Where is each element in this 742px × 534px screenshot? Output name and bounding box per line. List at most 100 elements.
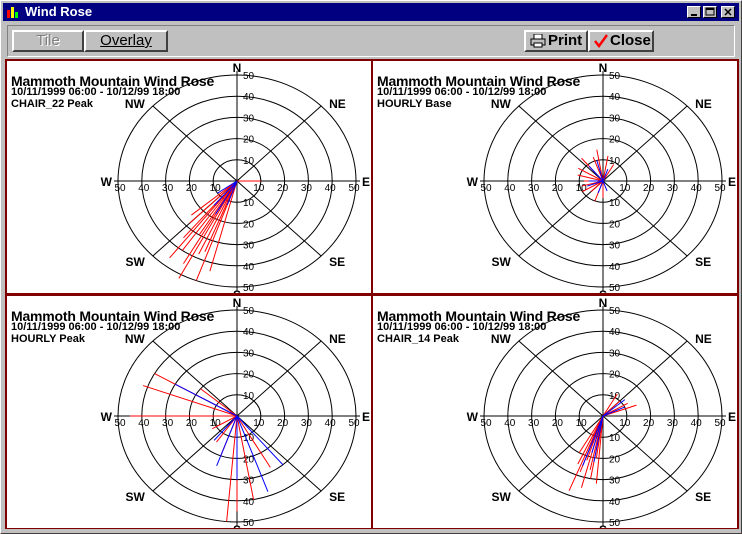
wind-ray-red [169, 180, 238, 259]
ring-label: 10 [243, 391, 255, 402]
print-button[interactable]: Print [524, 30, 588, 52]
panel-subtitle: HOURLY Peak [11, 333, 85, 345]
ring-label: 10 [210, 418, 222, 429]
ring-label: 10 [243, 198, 255, 209]
ring-label: 10 [243, 156, 255, 167]
wind-ray-blue [596, 160, 604, 182]
wind-ray-blue [588, 166, 604, 182]
print-label: Print [548, 32, 583, 49]
wind-ray-red [602, 164, 615, 182]
ring-label: 10 [576, 183, 588, 194]
direction-e: E [728, 410, 736, 424]
ring-label: 30 [301, 183, 313, 194]
wind-rose-grid: 10 10 10 10 20 20 20 20 30 30 30 30 40 40 40 40 50 50 50 50… [5, 59, 739, 529]
ring-label: 40 [609, 327, 621, 338]
tile-button[interactable]: Tile [12, 30, 84, 52]
wind-ray-blue [174, 383, 238, 417]
ring-label: 30 [528, 418, 540, 429]
wind-ray-blue [591, 415, 604, 454]
direction-se: SE [329, 255, 345, 269]
ring-label: 50 [348, 183, 360, 194]
ring-label: 10 [210, 183, 222, 194]
ring-label: 10 [609, 198, 621, 209]
ring-label: 30 [609, 348, 621, 359]
panel-subtitle: CHAIR_14 Peak [377, 333, 459, 345]
ring-label: 30 [162, 418, 174, 429]
wind-ray-blue [213, 180, 238, 206]
wind-ray-red [577, 415, 604, 465]
wind-rose-chart: 10 10 10 10 20 20 20 20 30 30 30 30 40 40 40 40 50 50 50 50… [467, 296, 736, 528]
direction-se: SE [329, 490, 345, 504]
title-bar[interactable]: Wind Rose [3, 3, 739, 21]
ring-label: 30 [609, 476, 621, 487]
direction-n: N [233, 61, 242, 75]
ring-label: 10 [609, 156, 621, 167]
checkmark-icon [594, 34, 608, 48]
direction-ne: NE [695, 97, 712, 111]
panel-chair14-peak[interactable]: 10 10 10 10 20 20 20 20 30 30 30 30 40 40 40 40 50 50 50 50… [373, 296, 737, 528]
ring-label: 10 [576, 418, 588, 429]
ring-label: 10 [619, 418, 631, 429]
direction-se: SE [695, 490, 711, 504]
ring-label: 50 [609, 518, 621, 528]
wind-ray-red [596, 149, 604, 182]
wind-rose-chart: 10 10 10 10 20 20 20 20 30 30 30 30 40 40 40 40 50 50 50 50… [101, 296, 370, 528]
ring-label: 20 [186, 418, 198, 429]
direction-e: E [362, 175, 370, 189]
ring-label: 50 [348, 418, 360, 429]
ring-label: 20 [609, 370, 621, 381]
wind-ray-blue [216, 415, 238, 466]
overlay-button[interactable]: Overlay [84, 30, 168, 52]
panel-subtitle: HOURLY Base [377, 98, 452, 110]
panel-chair22-peak[interactable]: 10 10 10 10 20 20 20 20 30 30 30 30 40 40 40 40 50 50 50 50… [7, 61, 371, 293]
ring-label: 50 [609, 306, 621, 317]
panel-hourly-peak[interactable]: 10 10 10 10 20 20 20 20 30 30 30 30 40 40 40 40 50 50 50 50… [7, 296, 371, 528]
ring-label: 20 [243, 219, 255, 230]
panel-title: Mammoth Mountain Wind Rose [377, 308, 581, 324]
wind-ray-blue [236, 415, 269, 492]
close-window-button[interactable] [721, 6, 735, 18]
direction-s: S [599, 288, 607, 293]
direction-se: SE [695, 255, 711, 269]
maximize-icon [705, 7, 715, 16]
ring-label: 20 [186, 183, 198, 194]
wind-ray-red [578, 415, 604, 453]
ring-label: 10 [619, 183, 631, 194]
ring-label: 40 [325, 183, 337, 194]
panel-hourly-base[interactable]: 10 10 10 10 20 20 20 20 30 30 30 30 40 40 40 40 50 50 50 50… [373, 61, 737, 293]
wind-ray-red [582, 180, 604, 193]
ring-label: 50 [243, 283, 255, 293]
ring-label: 20 [609, 219, 621, 230]
wind-ray-blue [602, 406, 625, 417]
ring-label: 40 [243, 327, 255, 338]
wind-ray-red [209, 180, 238, 272]
ring-label: 30 [243, 348, 255, 359]
wind-ray-blue [236, 415, 284, 466]
close-button[interactable]: Close [588, 30, 654, 52]
maximize-button[interactable] [703, 6, 717, 18]
ring-label: 40 [691, 418, 703, 429]
wind-ray-red [590, 180, 604, 192]
ring-label: 50 [114, 183, 126, 194]
ring-label: 40 [243, 92, 255, 103]
panel-date-range: 10/11/1999 06:00 - 10/12/99 18:00 [377, 321, 547, 333]
ring-label: 30 [667, 183, 679, 194]
direction-n: N [599, 296, 608, 310]
ring-label: 40 [138, 183, 150, 194]
wind-ray-blue [226, 180, 238, 206]
wind-ray-red [568, 415, 604, 491]
panel-date-range: 10/11/1999 06:00 - 10/12/99 18:00 [11, 86, 181, 98]
ring-label: 40 [609, 92, 621, 103]
panel-title: Mammoth Mountain Wind Rose [11, 308, 215, 324]
wind-ray-red [595, 415, 604, 484]
ring-label: 10 [253, 418, 265, 429]
wind-ray-blue [587, 180, 604, 187]
minimize-button[interactable] [687, 6, 701, 18]
direction-s: S [599, 523, 607, 528]
ring-label: 10 [609, 391, 621, 402]
direction-sw: SW [126, 490, 146, 504]
ring-label: 50 [609, 283, 621, 293]
wind-ray-red [602, 155, 609, 182]
ring-label: 20 [609, 454, 621, 465]
ring-label: 50 [243, 306, 255, 317]
